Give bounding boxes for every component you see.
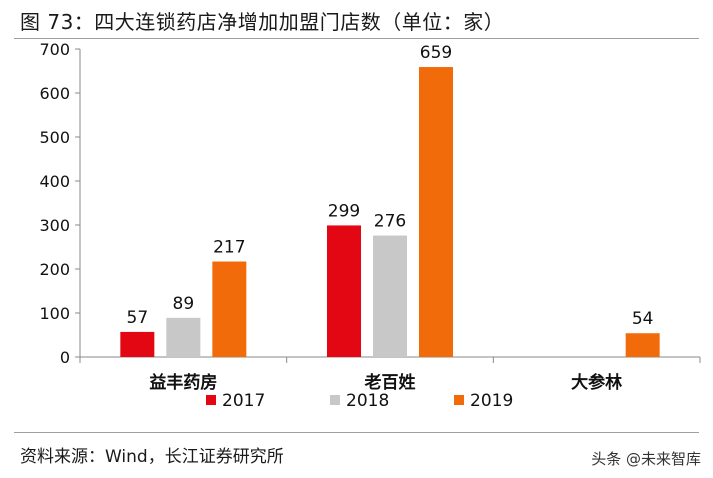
y-tick-label: 400 — [39, 172, 70, 191]
chart-title: 图 73：四大连锁药店净增加加盟门店数（单位：家） — [20, 10, 505, 34]
data-label: 299 — [328, 201, 360, 221]
bar-2019-0 — [212, 261, 247, 357]
y-tick-label: 200 — [39, 260, 70, 279]
legend-swatch-2019 — [454, 395, 464, 405]
bar-chart: 0 100 200 300 400 500 600 700 57 89 217 益丰药房 299 276 6… — [39, 40, 701, 411]
y-tick-label: 600 — [39, 84, 70, 103]
watermark: 头条 @未来智库 — [591, 450, 701, 468]
legend-label: 2019 — [470, 391, 513, 411]
bar-2018-0 — [166, 317, 201, 357]
source-note: 资料来源：Wind，长江证券研究所 — [20, 447, 284, 467]
data-label: 276 — [374, 212, 406, 232]
y-tick-label: 300 — [39, 216, 70, 235]
data-label: 89 — [173, 294, 195, 314]
bar-2018-1 — [373, 235, 407, 357]
data-label: 57 — [127, 308, 149, 328]
y-tick-label: 0 — [60, 348, 70, 367]
y-tick-label: 100 — [39, 304, 70, 323]
y-tick-label: 500 — [39, 128, 70, 147]
x-tick-label: 大参林 — [571, 372, 622, 393]
legend-swatch-2018 — [330, 395, 340, 405]
footer-divider — [14, 432, 699, 433]
y-tick-label: 700 — [39, 40, 70, 59]
bar-2017-1 — [327, 225, 361, 357]
data-label: 54 — [632, 309, 654, 329]
legend-swatch-2017 — [206, 395, 216, 405]
title-divider — [14, 38, 699, 39]
data-label: 659 — [420, 43, 452, 63]
legend-label: 2018 — [346, 391, 389, 411]
data-label: 217 — [213, 238, 245, 258]
x-tick-label: 益丰药房 — [149, 372, 217, 393]
bar-2019-1 — [419, 67, 453, 357]
legend-label: 2017 — [222, 391, 265, 411]
bar-2017-0 — [120, 331, 155, 357]
x-tick-label: 老百姓 — [364, 372, 416, 393]
bar-2019-2 — [625, 333, 660, 357]
